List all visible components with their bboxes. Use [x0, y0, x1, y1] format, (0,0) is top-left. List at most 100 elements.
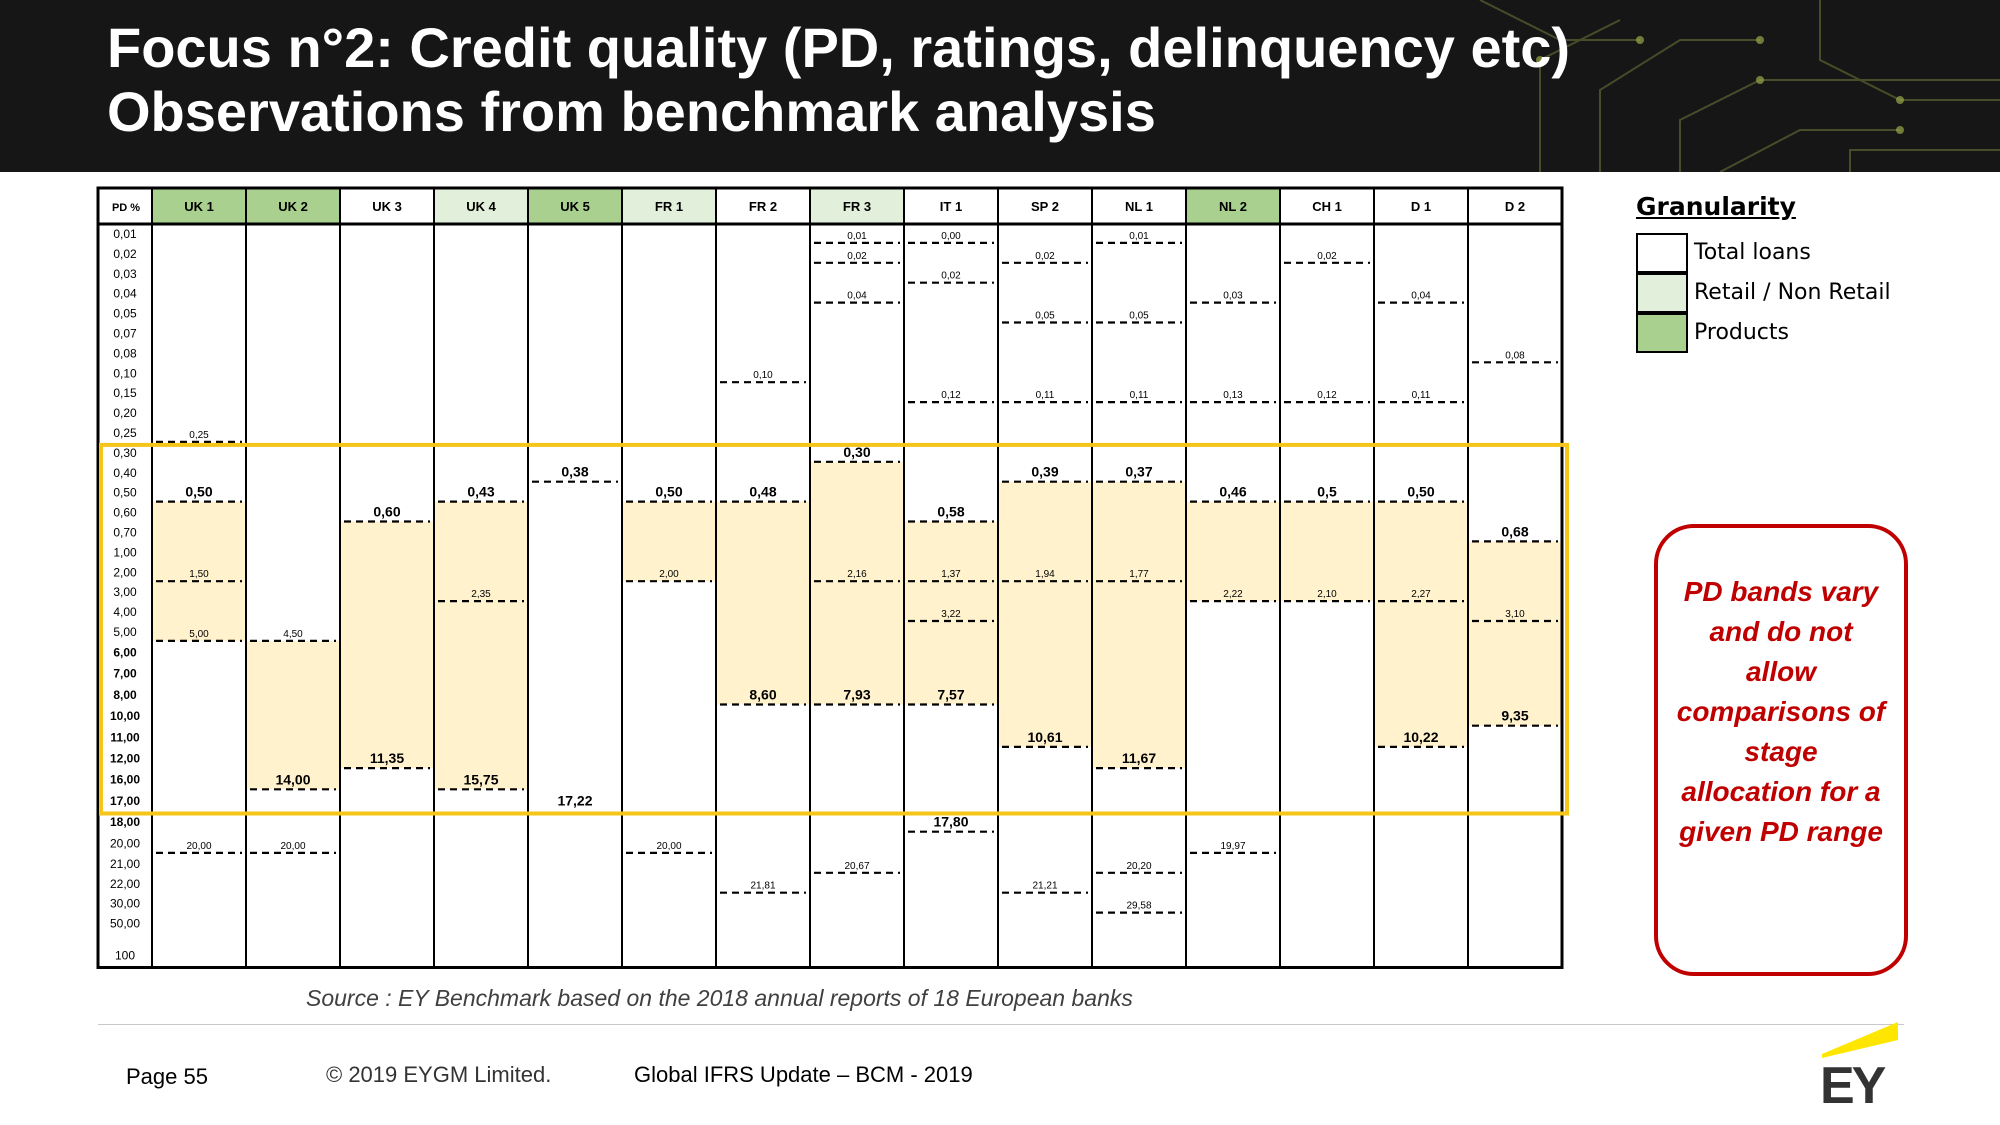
band-boundary-value: 0,01 — [1129, 231, 1149, 242]
band-boundary-value: 17,80 — [933, 814, 968, 830]
bank-header-label: NL 2 — [1219, 199, 1247, 214]
pd-row-label: 0,50 — [113, 486, 137, 500]
pd-row-label: 8,00 — [113, 688, 137, 702]
legend-swatch-retail — [1636, 273, 1688, 313]
bank-header-cell — [622, 188, 716, 224]
stage2-band — [1375, 501, 1467, 747]
pd-row-label: 2,00 — [113, 565, 137, 579]
band-boundary-value: 11,67 — [1122, 750, 1156, 766]
pd-row-label: 0,40 — [113, 466, 137, 480]
band-boundary-value: 8,60 — [749, 687, 776, 703]
bank-header-cell — [998, 188, 1092, 224]
band-boundary-value: 1,37 — [941, 569, 961, 580]
band-boundary-value: 0,12 — [1317, 390, 1337, 401]
legend-title: Granularity — [1636, 192, 1796, 221]
pd-row-label: 0,70 — [113, 525, 137, 539]
pd-row-label: 100 — [115, 949, 135, 963]
band-boundary-value: 0,50 — [185, 484, 212, 500]
bank-header-label: UK 4 — [466, 199, 496, 214]
legend-swatch-total — [1636, 233, 1688, 273]
band-boundary-value: 0,13 — [1223, 390, 1243, 401]
bank-header-label: UK 3 — [372, 199, 402, 214]
band-boundary-value: 2,22 — [1223, 589, 1243, 600]
ey-logo-text: EY — [1820, 1057, 1886, 1115]
band-boundary-value: 15,75 — [463, 771, 498, 787]
ey-logo: EY — [1818, 1018, 1898, 1112]
pd-row-label: 20,00 — [110, 836, 140, 850]
pd-row-label: 6,00 — [113, 646, 137, 660]
legend-item-retail: Retail / Non Retail — [1636, 273, 1936, 313]
pd-row-label: 12,00 — [110, 752, 140, 766]
granularity-legend: Granularity Total loans Retail / Non Ret… — [1636, 192, 1936, 353]
pd-header-cell — [98, 188, 152, 224]
band-boundary-value: 3,10 — [1505, 609, 1525, 620]
bank-header-label: FR 3 — [843, 199, 871, 214]
circuit-background-art — [1479, 0, 2000, 172]
band-boundary-value: 20,20 — [1126, 861, 1151, 872]
bank-header-label: D 2 — [1505, 199, 1525, 214]
band-boundary-value: 0,10 — [753, 370, 773, 381]
band-boundary-value: 0,11 — [1412, 390, 1431, 401]
table-border — [96, 186, 1564, 969]
band-boundary-value: 1,77 — [1129, 569, 1149, 580]
band-boundary-value: 29,58 — [1126, 901, 1151, 912]
bank-header-cell — [1468, 188, 1562, 224]
source-note: Source : EY Benchmark based on the 2018 … — [306, 985, 1133, 1011]
page-number: Page 55 — [126, 1064, 208, 1089]
band-boundary-value: 0,39 — [1031, 464, 1058, 480]
stage2-band — [905, 521, 997, 705]
band-boundary-value: 0,03 — [1223, 291, 1243, 302]
band-boundary-value: 0,02 — [1035, 251, 1055, 262]
bank-header-cell — [340, 188, 434, 224]
pd-row-label: 18,00 — [110, 815, 140, 829]
bank-header-cell — [1280, 188, 1374, 224]
band-boundary-value: 0,02 — [941, 271, 961, 282]
pd-row-label: 4,00 — [113, 605, 137, 619]
highlight-box — [99, 442, 1569, 816]
band-boundary-value: 0,12 — [941, 390, 961, 401]
band-boundary-value: 2,10 — [1317, 589, 1337, 600]
stage2-band — [1281, 501, 1373, 602]
band-boundary-value: 3,22 — [941, 609, 961, 620]
legend-item-products: Products — [1636, 313, 1936, 353]
bank-header-cell — [904, 188, 998, 224]
legend-item-total: Total loans — [1636, 233, 1936, 273]
pd-row-label: 30,00 — [110, 897, 140, 911]
slide-title-line-2: Observations from benchmark analysis — [107, 80, 1156, 143]
stage2-band — [153, 501, 245, 641]
bank-header-cell — [152, 188, 246, 224]
band-boundary-value: 0,43 — [467, 484, 494, 500]
band-boundary-value: 7,93 — [843, 687, 870, 703]
bank-header-cell — [434, 188, 528, 224]
pd-row-label: 16,00 — [110, 773, 140, 787]
band-boundary-value: 0,08 — [1505, 350, 1525, 361]
pd-row-label: 0,05 — [113, 307, 137, 321]
band-boundary-value: 10,61 — [1027, 729, 1062, 745]
pd-row-label: 50,00 — [110, 917, 140, 931]
pd-row-label: 17,00 — [110, 794, 140, 808]
band-boundary-value: 21,81 — [750, 881, 775, 892]
pd-row-label: 0,02 — [113, 247, 137, 261]
band-boundary-value: 0,05 — [1129, 311, 1149, 322]
band-boundary-value: 20,00 — [656, 841, 681, 852]
band-boundary-value: 2,35 — [471, 589, 491, 600]
copyright-text: © 2019 EYGM Limited. — [326, 1062, 552, 1087]
band-boundary-value: 0,02 — [847, 251, 867, 262]
band-boundary-value: 0,60 — [373, 504, 400, 520]
band-boundary-value: 10,22 — [1403, 729, 1438, 745]
stage2-band — [717, 501, 809, 705]
band-boundary-value: 0,11 — [1130, 390, 1149, 401]
band-boundary-value: 4,50 — [283, 629, 303, 640]
band-boundary-value: 0,04 — [1411, 291, 1431, 302]
band-boundary-value: 19,97 — [1220, 841, 1245, 852]
stage2-band — [999, 481, 1091, 747]
band-boundary-value: 0,00 — [941, 231, 961, 242]
band-boundary-value: 20,67 — [844, 861, 869, 872]
band-boundary-value: 14,00 — [275, 771, 310, 787]
bank-header-label: NL 1 — [1125, 199, 1153, 214]
callout-text: PD bands vary and do not allow compariso… — [1676, 576, 1886, 847]
footer-divider — [98, 1024, 1904, 1025]
band-boundary-value: 0,5 — [1317, 484, 1337, 500]
band-boundary-value: 1,50 — [189, 569, 209, 580]
legend-label-retail: Retail / Non Retail — [1694, 280, 1891, 305]
